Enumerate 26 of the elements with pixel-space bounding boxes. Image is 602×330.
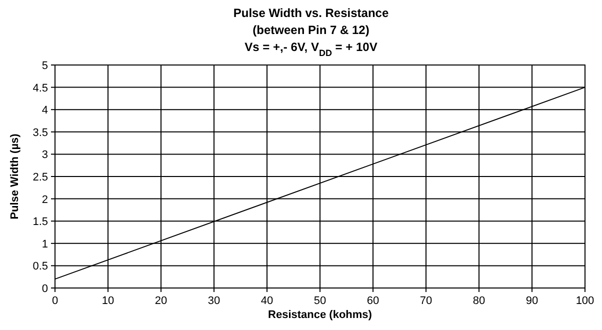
x-tick-label: 0: [52, 295, 58, 307]
y-tick-label: 2.5: [32, 172, 48, 184]
x-tick-label: 70: [420, 295, 432, 307]
y-tick-label: 0.5: [32, 260, 48, 273]
y-tick-label: 3.5: [32, 126, 48, 139]
chart-title: Pulse Width vs. Resistance: [233, 6, 389, 20]
x-tick-label: 100: [576, 295, 594, 307]
y-tick-label: 4: [42, 104, 48, 117]
y-tick-label: 4.5: [32, 82, 48, 94]
y-tick-label: 5: [42, 60, 48, 72]
x-tick-label: 30: [208, 295, 220, 307]
x-tick-label: 20: [154, 295, 168, 307]
x-tick-label: 80: [472, 295, 486, 307]
x-tick-label: 50: [314, 295, 326, 307]
y-axis-title: Pulse Width (µs): [9, 133, 21, 220]
chart-subtitle: (between Pin 7 & 12) Vs = +,- 6V, V$_{DD}$ = + 10V: [244, 23, 378, 58]
x-axis-title: Resistance (kohms): [268, 309, 372, 321]
x-tick-label: 60: [366, 295, 380, 307]
x-tick-label: 40: [260, 295, 274, 307]
x-tick-label: 90: [526, 295, 538, 307]
y-tick-label: 0: [42, 283, 48, 295]
y-tick-label: 1: [42, 238, 48, 250]
y-tick-label: 2: [42, 194, 48, 206]
y-tick-label: 3: [42, 149, 48, 162]
y-tick-label: 1.5: [32, 216, 48, 228]
x-tick-label: 10: [102, 295, 114, 307]
